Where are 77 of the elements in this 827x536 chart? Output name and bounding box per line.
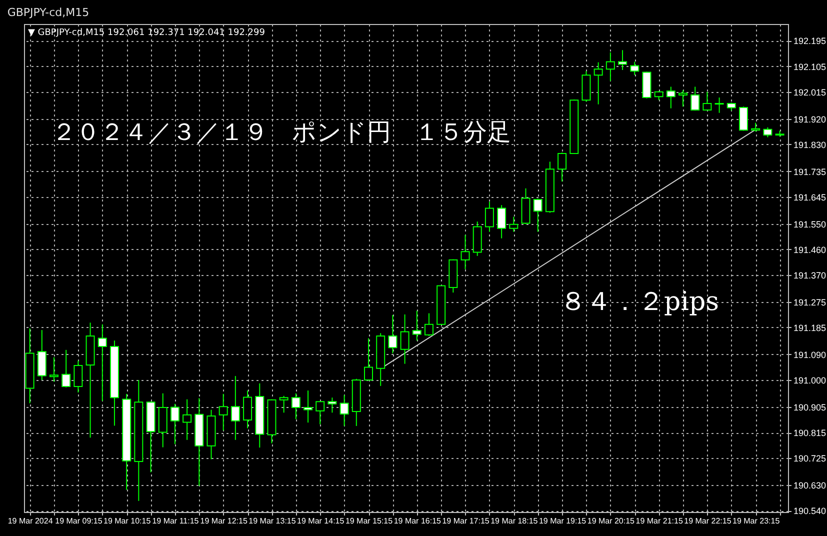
x-tick-label: 19 Mar 15:15 (345, 516, 394, 526)
candlestick (400, 314, 410, 364)
chart-title: GBPJPY-cd,M15 (7, 6, 90, 19)
candlestick (364, 338, 373, 382)
candlestick (714, 97, 724, 114)
y-tick-label: 191.275 (794, 297, 826, 308)
candlestick (690, 86, 700, 112)
x-tick-label: 19 Mar 20:15 (587, 516, 636, 526)
candlestick (606, 52, 615, 82)
candlestick (702, 91, 712, 112)
x-tick-label: 19 Mar 16:15 (394, 516, 442, 526)
candlestick (738, 106, 748, 132)
x-tick-label: 19 Mar 18:15 (490, 516, 538, 526)
candlestick (618, 50, 628, 70)
candlestick (170, 403, 180, 445)
candlestick (340, 394, 349, 426)
y-tick-label: 190.815 (794, 428, 826, 438)
x-tick-label: 19 Mar 10:15 (104, 516, 152, 526)
candlestick (630, 61, 640, 76)
y-tick-label: 190.540 (794, 506, 826, 516)
y-tick-label: 191.645 (794, 192, 826, 202)
y-tick-label: 190.725 (794, 454, 826, 464)
candlestick (388, 314, 398, 354)
candlestick (304, 390, 313, 424)
candlestick (424, 312, 434, 336)
y-tick-label: 190.630 (794, 480, 826, 491)
candlestick (509, 216, 518, 232)
candlestick (98, 324, 107, 402)
y-tick-label: 191.370 (794, 270, 826, 280)
annotation: ８４．２pips (560, 287, 719, 317)
x-tick-label: 19 Mar 17:15 (442, 516, 490, 526)
candlestick (412, 310, 422, 342)
candlestick (763, 126, 772, 138)
candlestick (558, 152, 567, 182)
y-tick-label: 191.185 (794, 322, 826, 333)
x-tick-label: 19 Mar 23:15 (732, 516, 780, 526)
candlestick (666, 86, 676, 109)
y-tick-label: 191.090 (794, 350, 826, 360)
y-tick-label: 191.460 (794, 244, 826, 255)
x-tick-label: 19 Mar 09:15 (55, 516, 103, 526)
annotation: ２０２４／３／１９ ポンド円 １５分足 (52, 118, 511, 146)
y-tick-label: 191.000 (794, 375, 826, 386)
y-tick-label: 192.195 (794, 36, 826, 46)
candlestick (74, 360, 83, 393)
x-tick-label: 19 Mar 12:15 (200, 516, 248, 526)
y-tick-label: 192.105 (794, 62, 826, 72)
y-tick-label: 191.830 (794, 140, 826, 150)
candlestick (654, 90, 664, 101)
y-tick-label: 191.550 (794, 219, 826, 230)
candlestick (533, 198, 542, 232)
x-tick-label: 19 Mar 14:15 (297, 516, 345, 526)
candlestick (316, 400, 325, 425)
candlestick (328, 397, 337, 414)
candlestick (230, 376, 240, 440)
y-tick-label: 191.920 (794, 114, 826, 124)
y-tick-label: 191.735 (794, 166, 826, 177)
candlestick (279, 395, 288, 414)
candlestick (594, 62, 603, 105)
candlestick (497, 204, 506, 239)
candlestick (62, 349, 71, 388)
candlestick (218, 393, 228, 432)
x-tick-label: 19 Mar 13:15 (248, 516, 296, 526)
x-tick-label: 19 Mar 21:15 (636, 516, 684, 526)
x-tick-label: 19 Mar 19:15 (538, 516, 587, 526)
candlestick (243, 390, 252, 429)
annotation: ▼ GBPJPY-cd,M15 192.061 192.371 192.041 192.299 (28, 28, 266, 38)
candlestick (182, 398, 192, 440)
candlestick (50, 356, 58, 382)
x-tick-label: 19 Mar 22:15 (684, 516, 732, 526)
candlestick (678, 90, 688, 108)
x-tick-label: 19 Mar 2024 (8, 516, 54, 526)
candlestick (291, 392, 300, 420)
y-tick-label: 190.905 (794, 402, 826, 412)
candlestick (484, 201, 494, 232)
x-tick-label: 19 Mar 11:15 (152, 516, 200, 526)
y-tick-label: 192.015 (794, 87, 826, 98)
candlestick (460, 234, 470, 270)
